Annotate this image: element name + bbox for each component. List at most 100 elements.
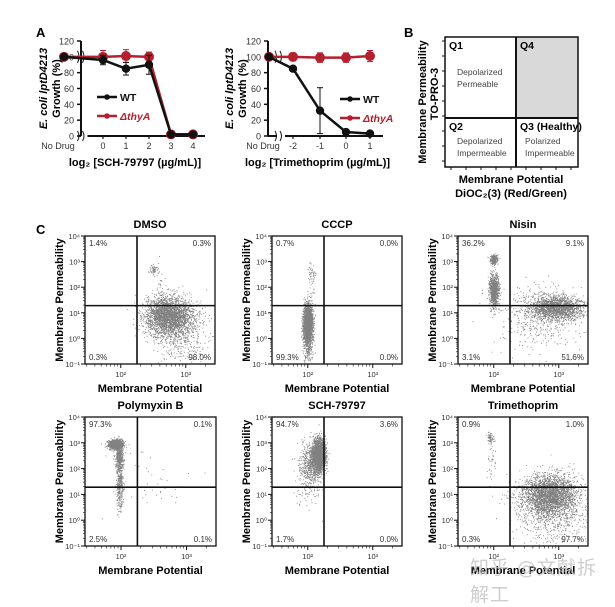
quadrant-percent-top-right: 3.6%: [380, 420, 398, 429]
y-axis-title: Membrane Permeability: [54, 237, 66, 361]
y-tick-label: 10³: [256, 439, 267, 448]
quadrant-percent-bottom-left: 0.3%: [89, 353, 107, 362]
y-tick-label: 100: [246, 52, 261, 62]
quadrant-percent-bottom-left: 1.7%: [276, 535, 294, 544]
quadrant-q4-shade: [516, 37, 578, 118]
legend-marker: [104, 94, 110, 100]
data-point-WT: [288, 64, 298, 73]
data-point-ΔthyA: [341, 52, 351, 63]
legend-label: ΔthyA: [119, 111, 150, 123]
x-tick-label: 10²: [488, 552, 499, 561]
data-point-WT: [188, 130, 198, 139]
plot-frame: [84, 416, 217, 547]
quadrant-desc-Q1: Depolarized: [457, 67, 503, 77]
quadrant-percent-top-right: 0.0%: [380, 239, 398, 248]
y-axis-title-line2: TO-PRO-3: [429, 68, 441, 120]
y-tick-label: 10⁴: [68, 232, 80, 241]
y-tick-label: 40: [64, 100, 74, 110]
x-axis-title: Membrane Potential: [471, 565, 576, 577]
x-axis-title: log₂ [SCH-79797 (µg/mL)]: [69, 157, 202, 169]
x-tick-label: 10²: [302, 370, 313, 379]
y-tick-label: 10⁰: [442, 334, 453, 343]
quadrant-desc-Q2: Depolarized: [457, 136, 503, 146]
y-tick-label: 10²: [442, 283, 453, 292]
x-tick-label: 10³: [180, 370, 191, 379]
y-tick-label: 120: [59, 37, 74, 47]
quadrant-percent-bottom-right: 98.0%: [188, 353, 211, 362]
y-tick-label: 10⁻¹: [252, 542, 267, 551]
y-tick-label: 10⁴: [441, 232, 453, 241]
x-tick-label: 0: [343, 141, 348, 151]
y-tick-label: 10²: [256, 465, 267, 474]
y-tick-label: 10⁴: [441, 413, 453, 422]
y-tick-label: 10⁴: [255, 232, 267, 241]
data-point-WT: [144, 60, 154, 69]
y-tick-label: 10¹: [256, 490, 267, 499]
quadrant-title-Q1: Q1: [449, 40, 463, 52]
scatter-point-cloud: [300, 261, 317, 364]
quadrant-percent-top-left: 1.4%: [89, 239, 107, 248]
scatter-point-cloud: [101, 435, 206, 520]
quadrant-percent-top-left: 0.7%: [276, 239, 294, 248]
legend-label: WT: [363, 94, 380, 106]
y-tick-label: 10⁻¹: [438, 360, 453, 369]
data-point-WT: [315, 106, 325, 115]
x-axis-title-line1: Membrane Potential: [459, 174, 564, 186]
quadrant-percent-bottom-left: 2.5%: [89, 535, 107, 544]
y-axis-title-line2: Growth (%): [51, 59, 63, 118]
quadrant-percent-top-left: 94.7%: [276, 420, 299, 429]
x-tick-label: 10³: [367, 370, 378, 379]
quadrant-desc-Q1: Permeable: [457, 79, 498, 89]
y-tick-label: 10⁴: [255, 413, 267, 422]
y-tick-label: 10⁻¹: [65, 542, 80, 551]
x-axis-title: Membrane Potential: [285, 383, 390, 395]
data-point-WT: [365, 129, 375, 138]
flow-plot-cccp: 10⁻¹ 10⁰ 10¹ 10² 10³ 10⁴ 10² 10³ 0.7% 0.0% 99.3% 0.…: [241, 219, 403, 395]
y-axis-title: Membrane Permeability: [241, 419, 253, 543]
quadrant-percent-top-left: 97.3%: [89, 420, 112, 429]
quadrant-title-Q4: Q4: [520, 40, 534, 52]
flow-plot-dmso: 10⁻¹ 10⁰ 10¹ 10² 10³ 10⁴ 10² 10³ 1.4% 0.3% 0.3% 98.…: [54, 219, 216, 395]
x-tick-label: 10³: [181, 552, 192, 561]
quadrant-percent-bottom-right: 0.0%: [380, 353, 398, 362]
flow-plot-nisin: 10⁻¹ 10⁰ 10¹ 10² 10³ 10⁴ 10² 10³ 36.2% 9.1% 3.1% 51…: [427, 219, 589, 395]
x-tick-label: 10²: [115, 370, 126, 379]
scatter-points: [101, 435, 206, 520]
y-axis-title: Membrane Permeability: [427, 237, 439, 361]
y-tick-label: 120: [246, 37, 261, 47]
quadrant-percent-top-right: 1.0%: [566, 420, 584, 429]
panel-c-flow-plots: 10⁻¹ 10⁰ 10¹ 10² 10³ 10⁴ 10² 10³ 1.4% 0.3% 0.3% 98.…: [54, 219, 589, 577]
y-tick-label: 20: [64, 116, 74, 126]
data-point-ΔthyA: [288, 51, 298, 62]
data-point-WT: [121, 64, 131, 73]
y-tick-label: 40: [251, 100, 261, 110]
plot-title: Nisin: [510, 219, 537, 231]
y-tick-label: 10²: [69, 465, 80, 474]
x-tick-label: No Drug: [246, 141, 280, 151]
x-tick-label: -2: [289, 141, 297, 151]
axis-break-icon: [77, 130, 85, 142]
y-axis-title: Membrane Permeability: [241, 237, 253, 361]
watermark: 知乎 @文献拆解工: [470, 557, 598, 606]
data-point-WT: [98, 55, 108, 65]
scatter-points: [486, 431, 588, 546]
data-point-WT: [341, 127, 351, 137]
data-point-WT: [264, 52, 274, 62]
legend-label: WT: [120, 92, 137, 104]
y-tick-label: 10⁻¹: [252, 360, 267, 369]
plot-frame: [84, 235, 216, 365]
y-tick-label: 10³: [442, 258, 453, 267]
y-tick-label: 10⁰: [256, 334, 267, 343]
panel-label-c: C: [36, 222, 46, 237]
scatter-point-cloud: [472, 253, 588, 364]
data-point-WT: [59, 52, 69, 62]
x-tick-label: No Drug: [41, 141, 75, 151]
x-tick-label: 3: [168, 141, 173, 151]
scatter-points: [291, 424, 331, 522]
x-tick-label: 10³: [553, 370, 564, 379]
y-tick-label: 60: [251, 84, 261, 94]
y-tick-label: 10¹: [256, 309, 267, 318]
legend-marker: [347, 96, 353, 102]
plot-title: SCH-79797: [308, 400, 365, 412]
